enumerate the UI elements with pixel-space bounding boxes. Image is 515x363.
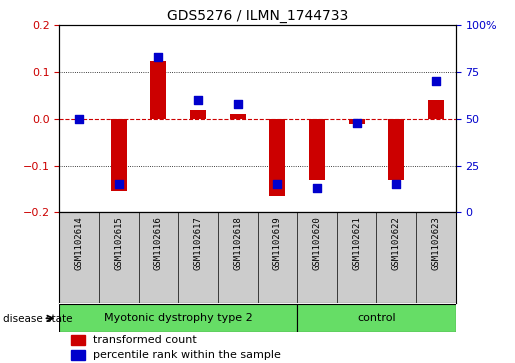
Point (194, 97, 202, 103)
Title: GDS5276 / ILMN_1744733: GDS5276 / ILMN_1744733 (167, 9, 348, 23)
Text: GSM1102615: GSM1102615 (114, 216, 123, 270)
Text: Myotonic dystrophy type 2: Myotonic dystrophy type 2 (104, 313, 252, 323)
Text: GSM1102621: GSM1102621 (352, 216, 361, 270)
Bar (349, 119, 365, 123)
Point (234, 101, 242, 107)
Bar (388, 119, 404, 180)
Bar (59, 304, 297, 331)
Text: GSM1102619: GSM1102619 (273, 216, 282, 270)
Text: control: control (357, 313, 396, 323)
Point (154, 54, 163, 60)
Bar (428, 100, 444, 119)
Text: GSM1102617: GSM1102617 (194, 216, 202, 270)
Point (432, 79, 440, 85)
Bar (111, 119, 127, 191)
Point (75, 116, 83, 122)
Text: GSM1102616: GSM1102616 (154, 216, 163, 270)
Text: transformed count: transformed count (93, 335, 197, 345)
Bar (190, 110, 206, 119)
Bar (150, 61, 166, 119)
Text: disease state: disease state (3, 314, 72, 324)
Bar (71, 350, 85, 360)
Point (352, 120, 360, 126)
Point (313, 185, 321, 191)
Text: GSM1102622: GSM1102622 (392, 216, 401, 270)
Bar (297, 304, 456, 331)
Text: percentile rank within the sample: percentile rank within the sample (93, 350, 281, 360)
Text: GSM1102620: GSM1102620 (313, 216, 321, 270)
Bar (230, 114, 246, 119)
Point (273, 182, 281, 187)
Text: GSM1102614: GSM1102614 (75, 216, 83, 270)
Text: GSM1102618: GSM1102618 (233, 216, 242, 270)
Bar (269, 119, 285, 196)
Point (114, 182, 123, 187)
Point (392, 182, 401, 187)
Bar (309, 119, 325, 180)
Text: GSM1102623: GSM1102623 (432, 216, 440, 270)
Bar (71, 335, 85, 345)
